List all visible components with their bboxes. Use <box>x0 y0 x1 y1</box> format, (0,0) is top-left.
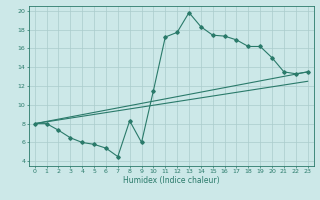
X-axis label: Humidex (Indice chaleur): Humidex (Indice chaleur) <box>123 176 220 185</box>
